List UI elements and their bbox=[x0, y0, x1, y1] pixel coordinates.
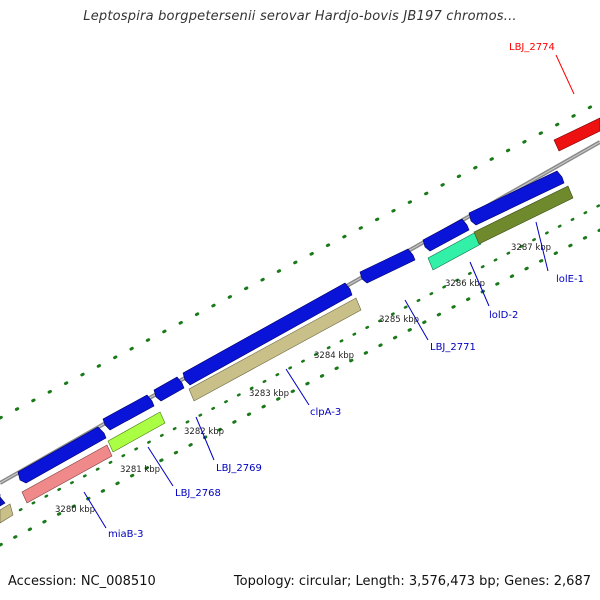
gene-arrow-lolD-2 bbox=[422, 218, 470, 252]
gene-label-lolD-2: lolD-2 bbox=[489, 310, 518, 321]
gene-arrow-lolE-1 bbox=[468, 170, 565, 226]
scale-label: 3285 kbp bbox=[379, 315, 419, 325]
gene-label-LBJ_2771: LBJ_2771 bbox=[430, 342, 476, 353]
gene-arrow-miaB-3 bbox=[0, 494, 6, 507]
scale-label: 3286 kbp bbox=[445, 279, 485, 289]
leader-miaB-3 bbox=[83, 491, 107, 529]
scale-labels: 3280 kbp 3281 kbp 3282 kbp 3283 kbp 3284… bbox=[55, 243, 551, 515]
leader-LBJ_2771 bbox=[404, 299, 429, 341]
leader-LBJ_2774 bbox=[555, 54, 575, 95]
gene-bar-khaki bbox=[188, 297, 362, 402]
scale-label: 3283 kbp bbox=[249, 389, 289, 399]
gene-bar-olive bbox=[473, 185, 574, 245]
gene-arrow-2769 bbox=[102, 394, 155, 431]
gene-bar-red bbox=[553, 117, 600, 152]
scale-label: 3281 kbp bbox=[120, 465, 160, 475]
tick-arc-outer bbox=[0, 100, 600, 420]
label-leaders bbox=[83, 54, 575, 529]
leader-LBJ_2769 bbox=[195, 416, 215, 461]
scale-label: 3282 kbp bbox=[184, 427, 224, 437]
tick-arc-inner bbox=[0, 228, 600, 547]
tick-arcs bbox=[0, 100, 600, 547]
scale-label: 3284 kbp bbox=[314, 351, 354, 361]
gene-bar-pink bbox=[21, 444, 113, 504]
gene-label-LBJ_2768: LBJ_2768 bbox=[175, 488, 221, 499]
genome-summary-text: Topology: circular; Length: 3,576,473 bp… bbox=[233, 574, 591, 589]
gene-label-LBJ_2774: LBJ_2774 bbox=[509, 42, 555, 53]
gene-bar-left-khaki bbox=[0, 503, 14, 524]
leader-lolE-1 bbox=[535, 221, 549, 272]
gene-label-miaB-3: miaB-3 bbox=[108, 529, 143, 540]
gene-arrow-2768 bbox=[17, 426, 107, 484]
leader-clpA-3 bbox=[285, 368, 310, 406]
gene-arrow-clpA-3b bbox=[182, 282, 353, 386]
forward-genes bbox=[0, 170, 565, 507]
map-title: Leptospira borgpetersenii serovar Hardjo… bbox=[83, 9, 517, 24]
gene-label-lolE-1: lolE-1 bbox=[556, 274, 584, 285]
scale-label: 3280 kbp bbox=[55, 505, 95, 515]
gene-arrow-clpA-3 bbox=[153, 376, 185, 402]
leader-LBJ_2768 bbox=[147, 446, 174, 487]
gene-label-clpA-3: clpA-3 bbox=[310, 407, 341, 418]
gene-label-LBJ_2769: LBJ_2769 bbox=[216, 463, 262, 474]
accession-text: Accession: NC_008510 bbox=[8, 574, 156, 589]
gene-bar-spring-green bbox=[427, 231, 482, 271]
gene-labels: LBJ_2774 lolE-1 lolD-2 LBJ_2771 clpA-3 L… bbox=[108, 42, 584, 540]
scale-label: 3287 kbp bbox=[511, 243, 551, 253]
reverse-genes bbox=[0, 117, 600, 524]
leader-lolD-2 bbox=[469, 261, 490, 307]
gene-arrow-2771 bbox=[359, 248, 416, 284]
gene-bar-lime bbox=[107, 411, 166, 453]
